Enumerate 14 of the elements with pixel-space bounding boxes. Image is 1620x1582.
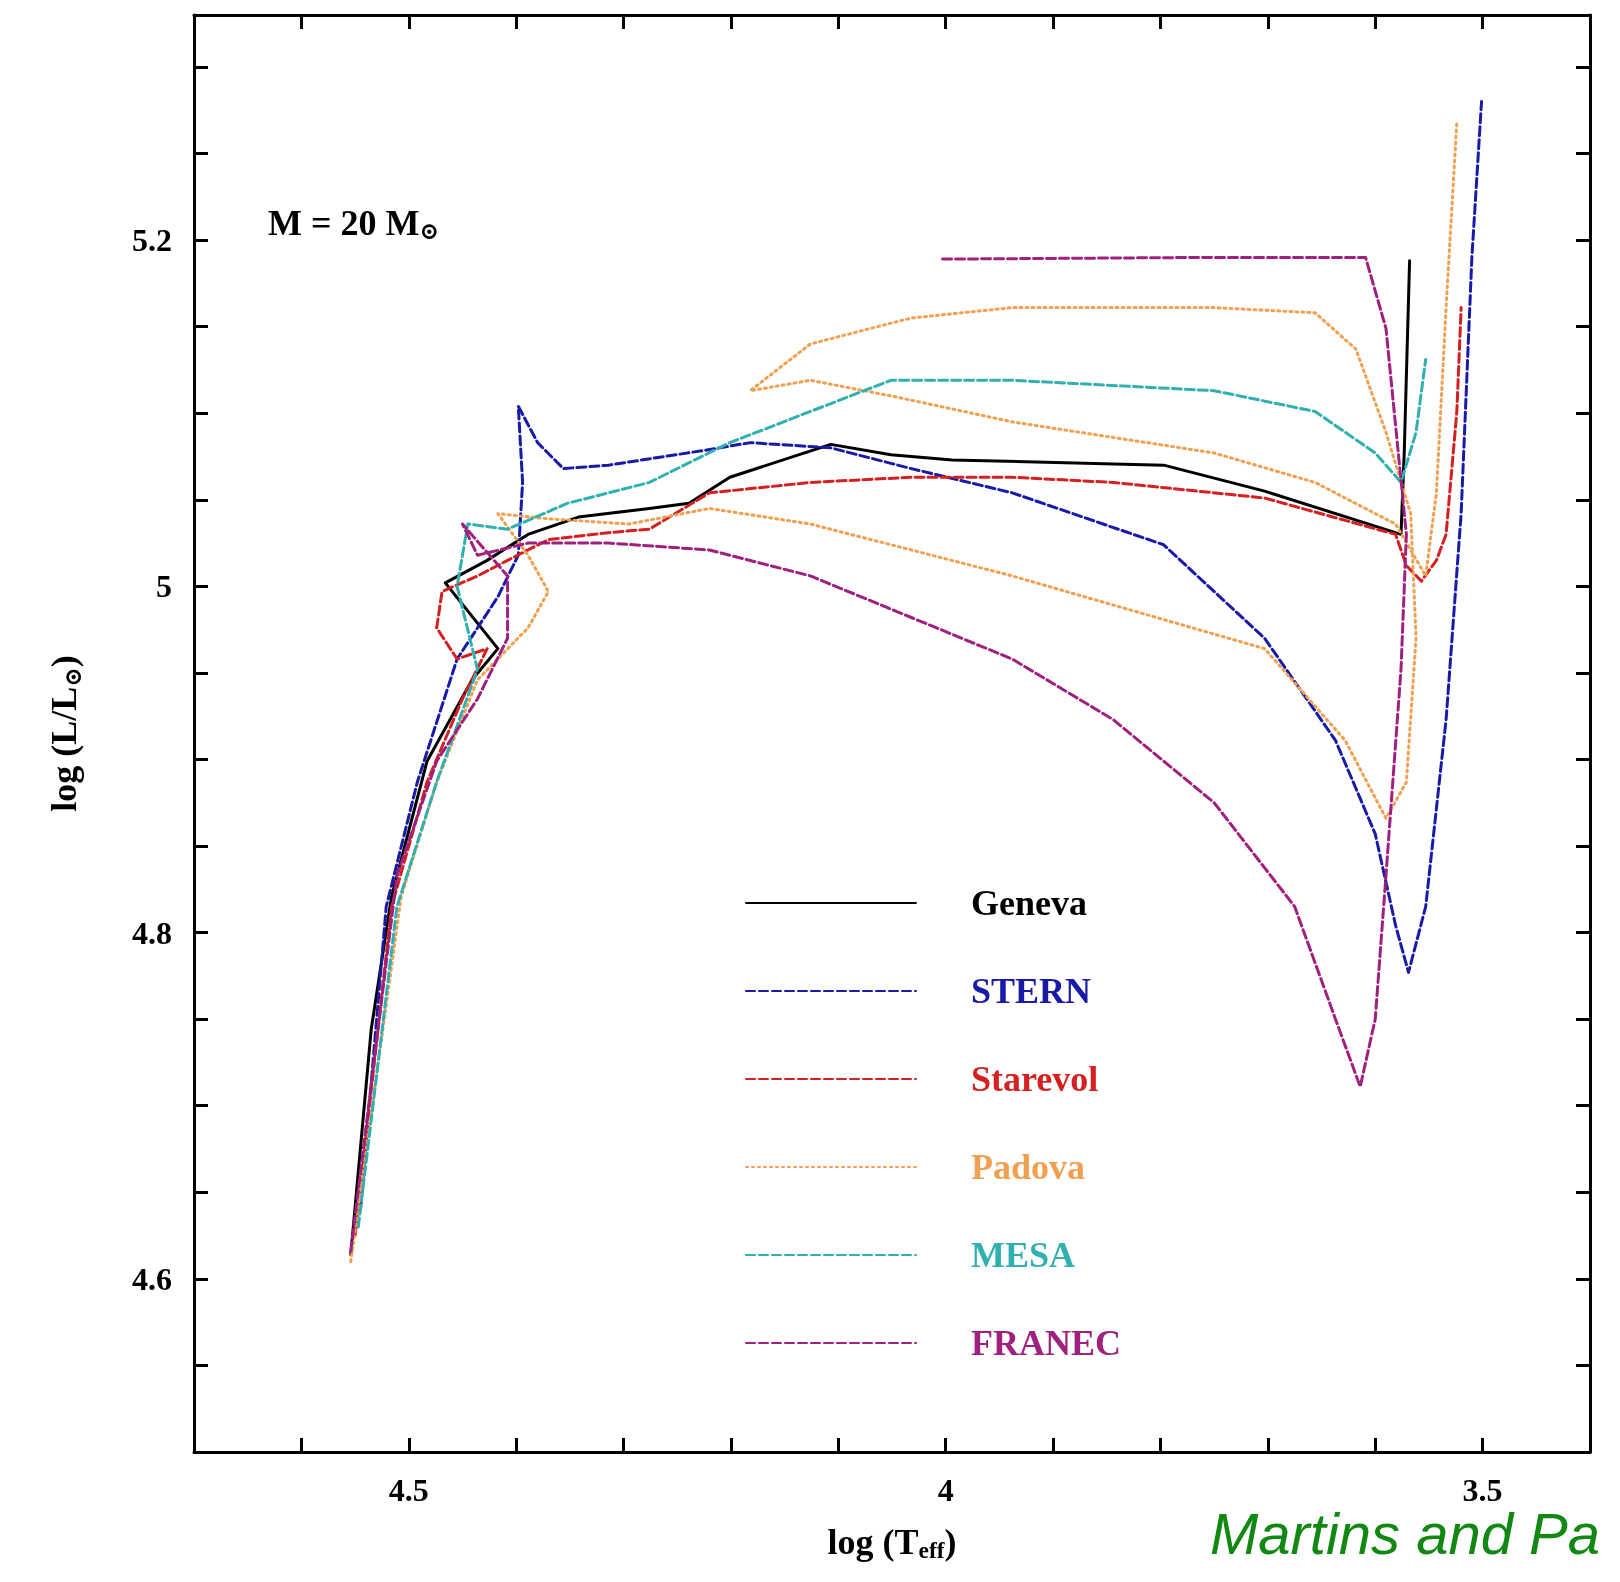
y-tick-label: 4.6	[132, 1260, 172, 1297]
legend-label: Starevol	[971, 1059, 1099, 1099]
y-tick-label: 4.8	[132, 914, 172, 951]
legend-label: MESA	[971, 1235, 1076, 1275]
x-tick-label: 4.5	[388, 1472, 429, 1508]
legend-label: Geneva	[971, 883, 1087, 923]
annotation: M = 20 M⊙	[268, 203, 440, 245]
y-axis-title: log (L/L⊙)	[44, 655, 86, 812]
legend-label: STERN	[971, 971, 1092, 1011]
x-tick-label: 4	[937, 1472, 954, 1508]
legend-label: Padova	[971, 1147, 1086, 1187]
y-tick-label: 5.2	[132, 222, 172, 259]
legend-label: FRANEC	[971, 1323, 1121, 1363]
y-tick-label: 5	[156, 568, 172, 605]
